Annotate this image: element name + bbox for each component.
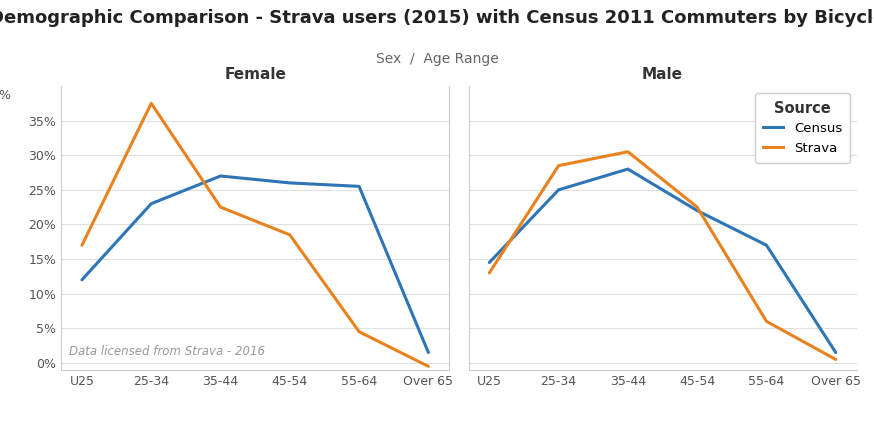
Legend: Census, Strava: Census, Strava <box>755 92 850 163</box>
Text: %: % <box>0 89 10 102</box>
Text: Demographic Comparison - Strava users (2015) with Census 2011 Commuters by Bicyc: Demographic Comparison - Strava users (2… <box>0 9 874 27</box>
Text: Sex  /  Age Range: Sex / Age Range <box>376 52 498 66</box>
Text: Data licensed from Strava - 2016: Data licensed from Strava - 2016 <box>69 345 265 359</box>
Title: Male: Male <box>642 67 683 82</box>
Title: Female: Female <box>225 67 286 82</box>
